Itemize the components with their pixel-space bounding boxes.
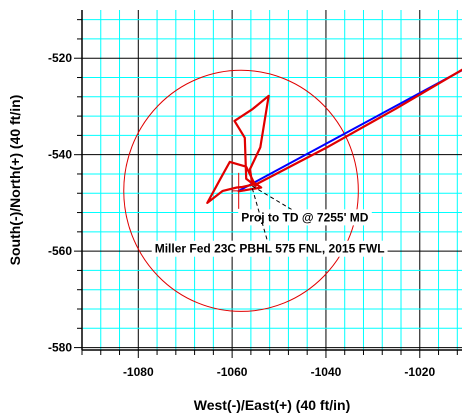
x-tick-label: -1080 [123, 365, 154, 379]
plot-area [82, 10, 462, 350]
x-tick-label: -1060 [217, 365, 248, 379]
annotation-label-0: Proj to TD @ 7255' MD [241, 210, 369, 224]
tick-labels: -1080 -1060 -1040 -1020 -520 -540 -560 -580 [48, 51, 435, 379]
axes [74, 10, 462, 358]
y-tick-label: -580 [48, 341, 72, 355]
series-line-1 [206, 68, 462, 204]
annotation-layer: Proj to TD @ 7255' MD Miller Fed 23C PBHL… [151, 185, 388, 257]
annotation-label-bg-1 [151, 240, 388, 257]
y-axis-title: South(-)/North(+) (40 ft/in) [7, 95, 23, 266]
x-axis-title: West(-)/East(+) (40 ft/in) [194, 397, 350, 413]
x-tick-label: -1040 [311, 365, 342, 379]
y-tick-label: -560 [48, 244, 72, 258]
series-layer [123, 68, 462, 312]
annotation-label-1: Miller Fed 23C PBHL 575 FNL, 2015 FWL [155, 242, 385, 256]
annotation-leader-1 [251, 188, 271, 249]
y-tick-label: -520 [48, 51, 72, 65]
grid [81, 10, 462, 350]
annotation-label-bg-0 [238, 209, 372, 226]
x-tick-label: -1020 [404, 365, 435, 379]
y-tick-label: -540 [48, 148, 72, 162]
target-circle [123, 69, 359, 312]
